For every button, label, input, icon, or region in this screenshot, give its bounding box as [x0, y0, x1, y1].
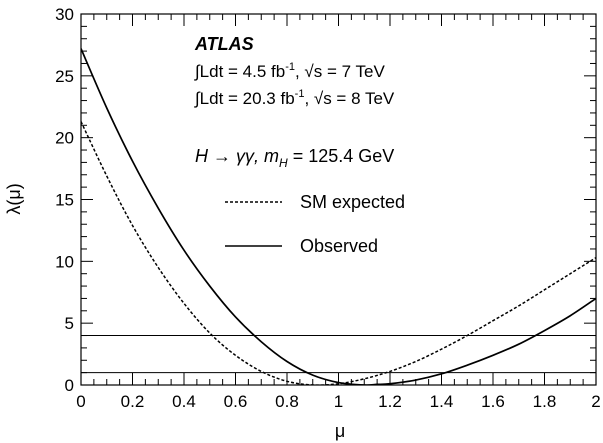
mass-symbol: m: [264, 146, 279, 166]
lumi-8tev-exponent: -1: [295, 88, 305, 100]
y-axis-title: λ(μ): [4, 183, 24, 214]
y-tick-label: 25: [55, 67, 74, 86]
lumi-8tev-label: ∫Ldt = 20.3 fb-1, √s = 8 TeV: [194, 88, 395, 108]
series-line-expected: [81, 121, 596, 385]
x-tick-label: 2: [591, 392, 600, 411]
y-tick-label: 20: [55, 129, 74, 148]
y-axis: 0 5 10 15 20 25 30: [55, 5, 596, 395]
process-label: H → γγ, mH = 125.4 GeV: [195, 146, 394, 170]
lumi-8tev-energy: , √s = 8 TeV: [304, 89, 394, 108]
reference-lines: [81, 335, 596, 374]
legend: SM expected Observed: [225, 192, 405, 256]
x-tick-label: 1: [334, 392, 343, 411]
legend-label-expected: SM expected: [300, 192, 405, 212]
x-axis: 0 0.2 0.4 0.6 0.8 1 1.2 1.4 1.6 1.8 2: [76, 14, 601, 411]
y-tick-label: 5: [65, 314, 74, 333]
process-text: H → γγ,: [195, 146, 264, 166]
x-tick-label: 0: [76, 392, 85, 411]
y-tick-label: 0: [65, 376, 74, 395]
x-tick-label: 1.4: [430, 392, 454, 411]
lumi-7tev-label: ∫Ldt = 4.5 fb-1, √s = 7 TeV: [194, 61, 385, 81]
experiment-label: ATLAS: [194, 34, 254, 54]
x-axis-title: μ: [335, 421, 345, 441]
lumi-7tev-energy: , √s = 7 TeV: [295, 62, 385, 81]
lumi-8tev-value: ∫Ldt = 20.3 fb: [194, 89, 295, 108]
mass-subscript: H: [279, 156, 288, 170]
x-tick-label: 1.8: [533, 392, 557, 411]
lumi-7tev-value: ∫Ldt = 4.5 fb: [194, 62, 285, 81]
x-tick-label: 0.6: [224, 392, 248, 411]
legend-label-observed: Observed: [300, 236, 378, 256]
y-tick-label: 30: [55, 5, 74, 24]
series-line-observed: [81, 48, 596, 385]
mass-value: = 125.4 GeV: [288, 146, 395, 166]
y-tick-label: 15: [55, 191, 74, 210]
x-tick-label: 0.8: [275, 392, 299, 411]
lumi-7tev-exponent: -1: [285, 61, 295, 73]
x-tick-label: 0.2: [121, 392, 145, 411]
series-group: [81, 48, 596, 385]
x-tick-label: 1.2: [378, 392, 402, 411]
x-tick-label: 1.6: [481, 392, 505, 411]
y-tick-label: 10: [55, 252, 74, 271]
x-tick-label: 0.4: [172, 392, 196, 411]
